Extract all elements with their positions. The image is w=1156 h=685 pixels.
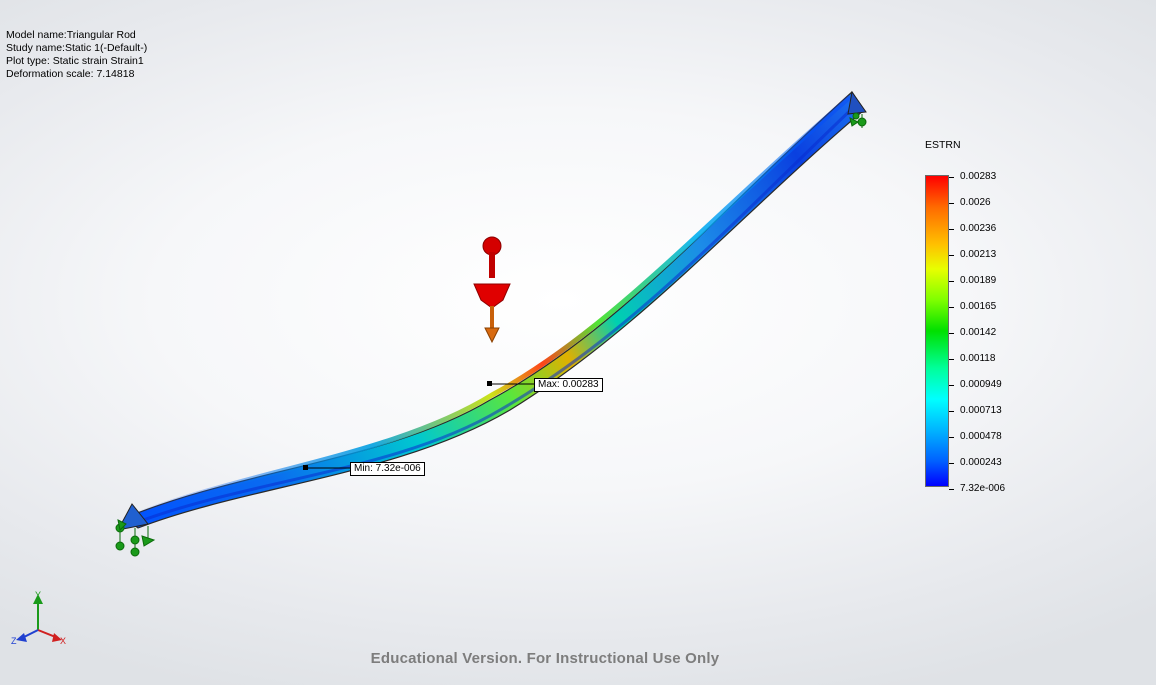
legend-tick-mark: [949, 463, 954, 464]
plot-type-text: Plot type: Static strain Strain1: [6, 55, 144, 67]
legend-tick-label: 0.000949: [960, 379, 1002, 390]
educational-watermark: Educational Version. For Instructional U…: [370, 650, 720, 667]
legend-tick-mark: [949, 333, 954, 334]
legend-tick-mark: [949, 359, 954, 360]
legend-tick-label: 0.00165: [960, 301, 997, 312]
max-probe-marker: [487, 381, 536, 386]
legend-tick-label: 0.000243: [960, 457, 1002, 468]
legend-tick-label: 0.000478: [960, 431, 1002, 442]
legend-tick-label: 0.00283: [960, 171, 997, 182]
legend-tick-mark: [949, 177, 954, 178]
max-callout[interactable]: Max: 0.00283: [534, 378, 603, 392]
deformed-rod[interactable]: [123, 91, 865, 529]
model-name-text: Model name:Triangular Rod: [6, 29, 136, 41]
triad-x-label: X: [60, 636, 66, 646]
load-arrow-icon[interactable]: [473, 236, 511, 344]
legend-tick-mark: [949, 489, 954, 490]
legend-tick-mark: [949, 255, 954, 256]
deformation-scale-text: Deformation scale: 7.14818: [6, 68, 135, 80]
triad-z-label: Z: [11, 636, 17, 646]
legend-tick-label: 0.00189: [960, 275, 997, 286]
legend-tick-label: 0.000713: [960, 405, 1002, 416]
fixture-left-icon[interactable]: [115, 503, 156, 557]
legend-tick-mark: [949, 203, 954, 204]
plot-info: Model name:Triangular Rod Study name:Sta…: [6, 29, 147, 81]
legend-tick-mark: [949, 385, 954, 386]
legend-tick-mark: [949, 229, 954, 230]
legend-tick-label: 7.32e-006: [960, 483, 1006, 494]
min-probe-marker: [303, 465, 351, 470]
legend-tick-label: 0.00142: [960, 327, 997, 338]
legend-tick-label: 0.0026: [960, 197, 991, 208]
axis-triad-icon[interactable]: Y X Z: [11, 590, 66, 646]
legend-tick-mark: [949, 411, 954, 412]
fixture-right-icon[interactable]: [847, 90, 867, 128]
legend-tick-label: 0.00118: [960, 353, 996, 364]
legend-tick-mark: [949, 281, 954, 282]
study-name-text: Study name:Static 1(-Default-): [6, 42, 148, 54]
triad-y-label: Y: [35, 590, 41, 600]
legend-tick-mark: [949, 307, 954, 308]
legend-tick-label: 0.00236: [960, 223, 997, 234]
legend-tick-mark: [949, 437, 954, 438]
legend-tick-label: 0.00213: [960, 249, 997, 260]
legend-title: ESTRN: [925, 139, 961, 151]
color-scale-bar[interactable]: [925, 175, 949, 487]
min-callout[interactable]: Min: 7.32e-006: [350, 462, 425, 476]
